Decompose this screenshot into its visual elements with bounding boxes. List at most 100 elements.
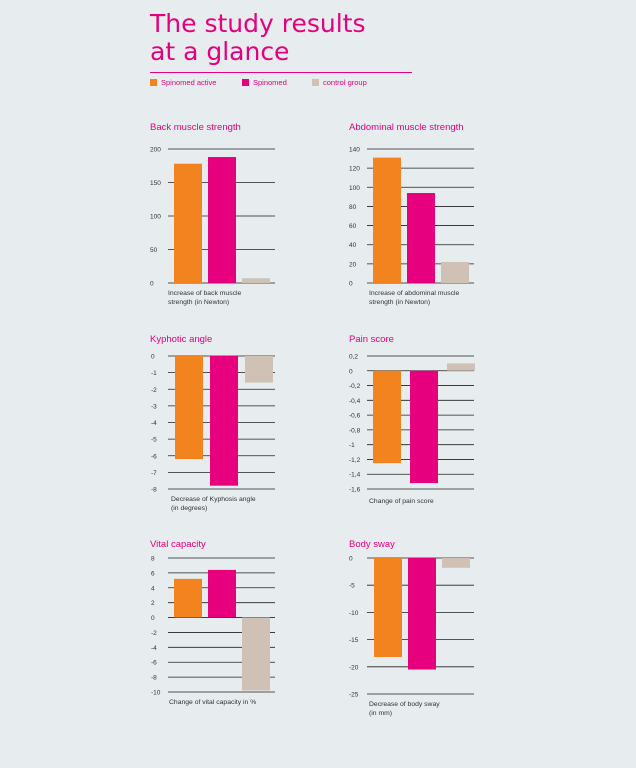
bar-spinomed (408, 558, 436, 670)
y-tick-label: 0 (349, 368, 353, 375)
chart-title: Back muscle strength (150, 122, 241, 133)
y-tick-label: 4 (151, 585, 155, 592)
chart-title: Pain score (349, 334, 394, 345)
y-tick-label: 8 (151, 556, 155, 563)
y-tick-label: 80 (349, 204, 357, 211)
legend-label: control group (323, 78, 367, 87)
y-tick-label: -0,4 (349, 398, 361, 405)
bar-spinomed-active (174, 578, 202, 618)
x-axis-label-line: (in degrees) (171, 505, 207, 512)
y-tick-label: -2 (151, 630, 157, 637)
chart-panel: Kyphotic angle 0 -1 -2 -3 -4 -5 -6 -7 -8 Decrease … (150, 334, 275, 512)
y-tick-label: 50 (150, 247, 158, 254)
bar-spinomed-active (175, 356, 203, 460)
legend-label: Spinomed active (161, 78, 217, 87)
y-tick-label: -3 (151, 403, 157, 410)
x-axis-label: Increase of back muscle strength (in Newt… (168, 290, 242, 306)
x-axis-label-line: (in mm) (369, 710, 392, 717)
chart-title: Kyphotic angle (150, 334, 212, 345)
y-tick-label: 150 (150, 180, 161, 187)
y-tick-label: 0,2 (349, 354, 358, 361)
legend-swatch (242, 79, 249, 86)
x-axis-label-line: Change of vital capacity in % (169, 699, 256, 706)
bar-control-group (442, 558, 470, 568)
x-axis-label-line: Increase of abdominal muscle (369, 290, 460, 297)
y-tick-label: 20 (349, 261, 357, 268)
y-tick-label: -10 (349, 610, 359, 617)
y-tick-label: 2 (151, 600, 155, 607)
chart-panel: Vital capacity 8 6 4 2 0 -2 -4 -6 -8 -10 Change of … (150, 539, 275, 706)
y-tick-label: -1 (151, 370, 157, 377)
legend-swatch (312, 79, 319, 86)
x-axis-label-line: strength (in Newton) (369, 299, 430, 306)
y-tick-label: -0,8 (349, 427, 361, 434)
y-tick-label: -5 (349, 583, 355, 590)
title-divider (150, 72, 412, 73)
x-axis-label: Change of vital capacity in % (169, 699, 256, 706)
bar-spinomed-active (374, 558, 402, 658)
y-tick-label: -1,2 (349, 457, 361, 464)
y-tick-label: -5 (151, 437, 157, 444)
x-axis-label: Decrease of body sway (in mm) (369, 701, 440, 717)
y-tick-label: -2 (151, 387, 157, 394)
y-tick-label: 0 (151, 615, 155, 622)
bar-spinomed (208, 157, 236, 283)
bar-spinomed (210, 356, 238, 486)
bar-control-group (242, 617, 270, 691)
chart-title: Vital capacity (150, 539, 206, 550)
y-tick-label: -6 (151, 453, 157, 460)
y-tick-label: -4 (151, 420, 157, 427)
chart-panel: Back muscle strength 0 50 100 150 200 Increase… (150, 122, 275, 306)
y-tick-label: 60 (349, 223, 357, 230)
bar-spinomed (407, 193, 435, 283)
y-tick-label: 0 (150, 281, 154, 288)
y-tick-label: 100 (349, 185, 360, 192)
y-tick-label: 120 (349, 166, 360, 173)
y-tick-label: -7 (151, 470, 157, 477)
chart-title: Abdominal muscle strength (349, 122, 464, 133)
y-tick-label: -15 (349, 637, 359, 644)
x-axis-label-line: Change of pain score (369, 498, 434, 505)
chart-panel: Abdominal muscle strength 0 20 40 60 80 100 120… (349, 122, 474, 306)
x-axis-label-line: strength (in Newton) (168, 299, 229, 306)
x-axis-label-line: Decrease of body sway (369, 701, 440, 708)
bar-spinomed-active (174, 163, 202, 283)
legend-item-control-group: control group (312, 78, 367, 87)
legend-item-spinomed: Spinomed (242, 78, 287, 87)
legend-label: Spinomed (253, 78, 287, 87)
bar-control-group (245, 356, 273, 383)
y-tick-label: 0 (349, 281, 353, 288)
y-tick-label: 40 (349, 242, 357, 249)
y-tick-label: -0,2 (349, 383, 361, 390)
legend-swatch (150, 79, 157, 86)
legend-item-spinomed-active: Spinomed active (150, 78, 216, 87)
y-tick-label: -1,4 (349, 472, 361, 479)
page-title: The study results at a glance (150, 9, 366, 66)
bar-spinomed-active (373, 370, 401, 464)
y-tick-label: 0 (151, 354, 155, 361)
y-tick-label: 0 (349, 556, 353, 563)
y-tick-label: -6 (151, 660, 157, 667)
chart-panel: Body sway 0 -5 -10 -15 -20 -25 Decrease of body… (349, 539, 474, 717)
y-tick-label: -8 (151, 487, 157, 494)
y-tick-label: -10 (151, 690, 161, 697)
x-axis-label: Decrease of Kyphosis angle (in degrees) (171, 496, 256, 512)
y-tick-label: -8 (151, 675, 157, 682)
y-tick-label: 200 (150, 147, 161, 154)
x-axis-label-line: Increase of back muscle (168, 290, 242, 297)
chart-panel: Pain score 0,2 0 -0,2 -0,4 -0,6 -0,8 -1 -1,2 -1,4… (349, 334, 475, 505)
y-tick-label: 100 (150, 214, 161, 221)
y-tick-label: -25 (349, 692, 359, 699)
bar-spinomed (410, 370, 438, 484)
bar-control-group (441, 261, 469, 283)
bar-control-group (447, 363, 475, 371)
y-tick-label: 140 (349, 147, 360, 154)
y-tick-label: -0,6 (349, 413, 361, 420)
x-axis-label: Increase of abdominal muscle strength (in… (369, 290, 460, 306)
y-tick-label: -20 (349, 664, 359, 671)
y-tick-label: -4 (151, 645, 157, 652)
chart-title: Body sway (349, 539, 395, 550)
bar-spinomed-active (373, 157, 401, 283)
x-axis-label-line: Decrease of Kyphosis angle (171, 496, 256, 503)
